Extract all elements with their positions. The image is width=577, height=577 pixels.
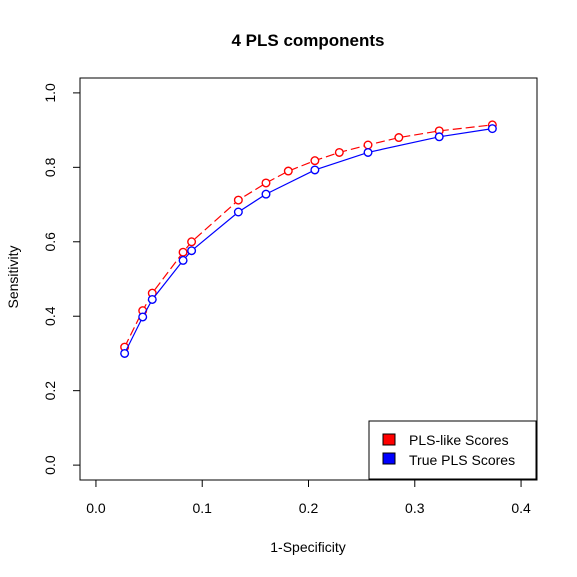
- series-1-point: [178, 255, 188, 265]
- series-0-point: [394, 133, 404, 143]
- series-1-point: [120, 348, 130, 358]
- series-1-point: [363, 147, 373, 157]
- series-0-point: [310, 156, 320, 166]
- series-1-point: [434, 132, 444, 142]
- legend-swatch-true-pls: [382, 452, 396, 465]
- y-axis-label: Sensitivity: [5, 245, 21, 308]
- x-tick-label: 0.0: [86, 500, 106, 516]
- chart-title: 4 PLS components: [231, 31, 384, 50]
- series-0-point: [178, 247, 188, 257]
- legend-label-pls-like: PLS-like Scores: [409, 432, 509, 448]
- data-series: [120, 120, 497, 358]
- series-1-point: [233, 207, 243, 217]
- y-tick-label: 0.0: [42, 455, 58, 475]
- legend-box: [368, 420, 537, 480]
- y-tick-label: 1.0: [42, 83, 58, 103]
- axes: 0.0 0.1 0.2 0.3 0.4 0.0 0.2 0.4 0.6 0.8 1.0: [42, 77, 538, 516]
- x-tick-label: 0.2: [299, 500, 319, 516]
- series-1-point: [310, 165, 320, 175]
- legend-label-true-pls: True PLS Scores: [409, 452, 515, 468]
- series-1-point: [147, 294, 157, 304]
- y-tick-label: 0.2: [42, 381, 58, 401]
- series-0-point: [187, 237, 197, 247]
- y-tick-label: 0.6: [42, 232, 58, 252]
- x-tick-label: 0.4: [511, 500, 531, 516]
- x-tick-label: 0.3: [405, 500, 425, 516]
- series-0-point: [334, 147, 344, 157]
- legend-swatch-pls-like: [382, 433, 396, 446]
- y-tick-label: 0.4: [42, 306, 58, 326]
- series-0-point: [283, 166, 293, 176]
- series-1-point: [187, 246, 197, 256]
- series-1-point: [487, 124, 497, 134]
- legend: PLS-like Scores True PLS Scores: [368, 420, 537, 480]
- y-tick-label: 0.8: [42, 157, 58, 177]
- series-0-point: [233, 195, 243, 205]
- x-axis-label: 1-Specificity: [270, 539, 345, 555]
- series-1-point: [261, 189, 271, 199]
- series-0-point: [261, 178, 271, 188]
- x-tick-label: 0.1: [192, 500, 212, 516]
- series-line-0: [124, 124, 493, 348]
- series-0-point: [363, 140, 373, 150]
- series-1-point: [138, 312, 148, 322]
